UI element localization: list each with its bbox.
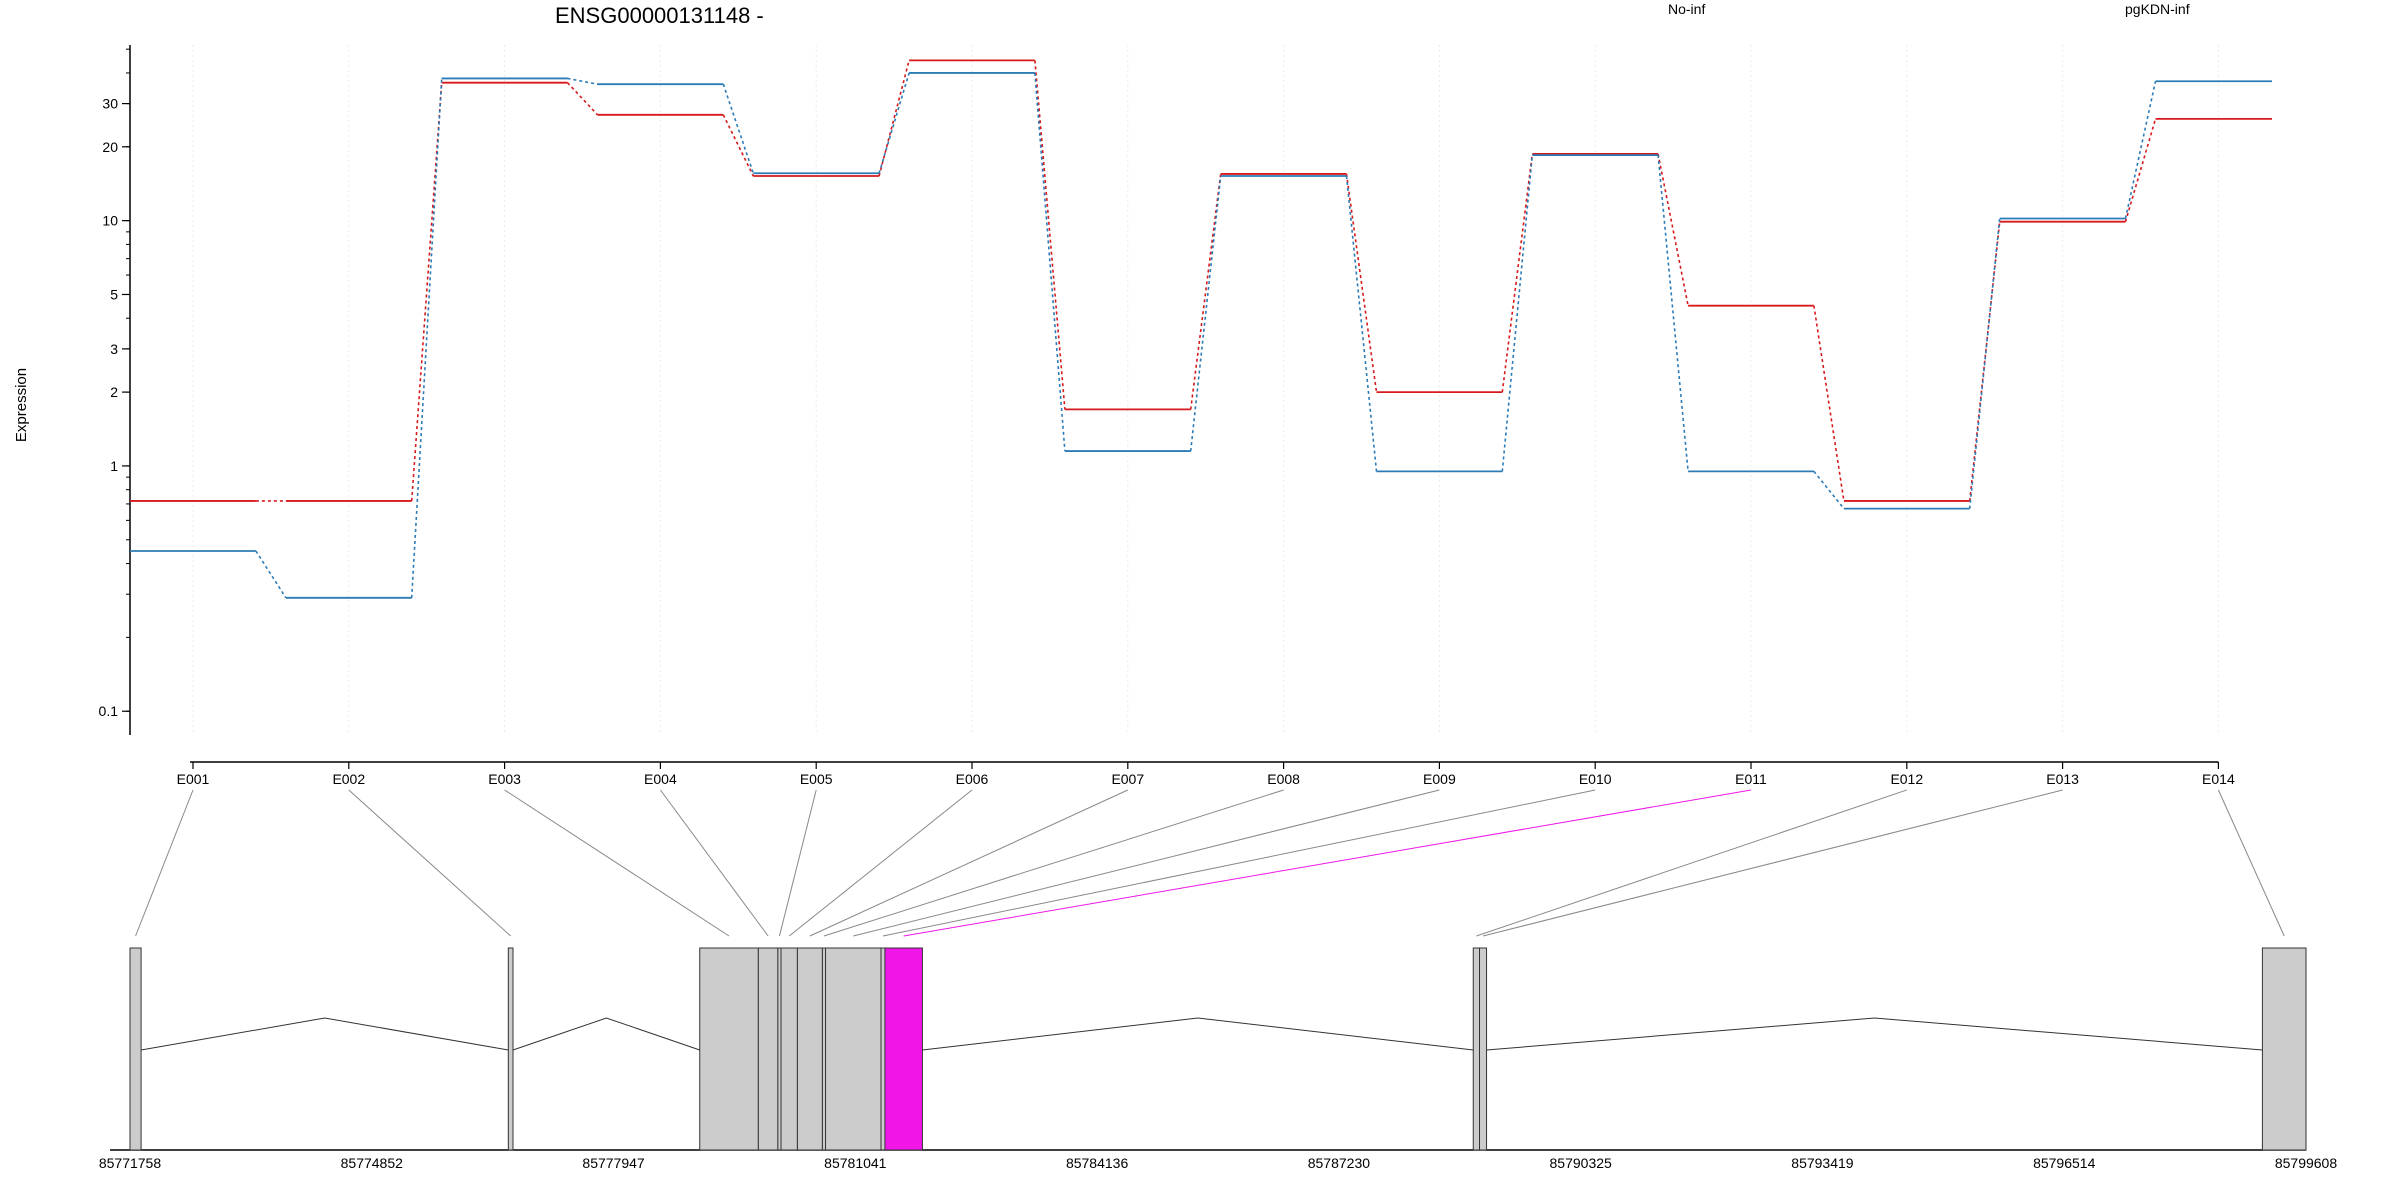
series-no-inf-connector (1345, 173, 1378, 393)
series-no-inf-connector (722, 114, 755, 177)
connector-e003 (504, 789, 730, 937)
intron (141, 1017, 509, 1051)
legend-pgkdn-inf: pgKDN-inf (2125, 1, 2190, 17)
exon-label-e013: E013 (2046, 771, 2079, 787)
series-no-inf-connector (1189, 173, 1222, 410)
exon-label-e007: E007 (1111, 771, 1144, 787)
exon-e010 (880, 947, 886, 1151)
series-pgkdn-inf-connector (1034, 72, 1066, 452)
y-tick-label: 10 (102, 213, 118, 229)
coordinate-label: 85781041 (824, 1155, 887, 1171)
connector-e002 (348, 789, 511, 937)
series-no-inf-connector (1034, 60, 1066, 410)
exon-label-e003: E003 (488, 771, 521, 787)
connector-e007 (809, 789, 1129, 937)
connector-e006 (788, 789, 973, 937)
exon-label-e009: E009 (1423, 771, 1456, 787)
series-pgkdn-inf-connector (2124, 81, 2157, 219)
series-no-inf-connector (1501, 153, 1534, 393)
y-tick-label: 2 (110, 384, 118, 400)
exon-label-e006: E006 (956, 771, 989, 787)
y-tick-label: 3 (110, 341, 118, 357)
connector-e013 (1482, 789, 2063, 937)
exon-connectors (135, 789, 2285, 937)
exon-e003 (699, 947, 759, 1151)
coordinate-label: 85777947 (582, 1155, 645, 1171)
series-pgkdn-inf-connector (722, 83, 755, 174)
exon-e011 (884, 947, 923, 1151)
exon-e014 (2261, 947, 2307, 1151)
exon-e013 (1479, 947, 1488, 1151)
coordinate-label: 85787230 (1308, 1155, 1371, 1171)
intron (1486, 1017, 2263, 1051)
exon-e004 (757, 947, 779, 1151)
connector-e005 (778, 789, 817, 937)
connector-e010 (882, 789, 1596, 937)
exon-e012 (1472, 947, 1481, 1151)
connector-e001 (135, 789, 194, 937)
series-lines (130, 59, 2272, 599)
exon-label-e012: E012 (1890, 771, 1923, 787)
exon-e002 (507, 947, 514, 1151)
intron (922, 1017, 1474, 1051)
exon-label-e001: E001 (177, 771, 210, 787)
connector-e009 (853, 789, 1440, 937)
y-tick-label: 5 (110, 286, 118, 302)
coordinate-label: 85796514 (2033, 1155, 2096, 1171)
exon-label-e004: E004 (644, 771, 677, 787)
coordinate-label: 85790325 (1550, 1155, 1613, 1171)
connector-e004 (659, 789, 769, 937)
exon-e009 (825, 947, 882, 1151)
exon-label-e010: E010 (1579, 771, 1612, 787)
series-pgkdn-inf-connector (1189, 175, 1222, 452)
exon-label-e011: E011 (1735, 771, 1767, 787)
connector-e014 (2217, 789, 2285, 937)
exon-label-e008: E008 (1267, 771, 1300, 787)
exon-label-e002: E002 (332, 771, 365, 787)
gene-model: 85771758 85774852 85777947 85781041 85784136… (99, 947, 2338, 1171)
connector-e011 (903, 789, 1752, 937)
series-pgkdn-inf-connector (1501, 155, 1534, 472)
series-pgkdn-inf-connector (255, 550, 287, 599)
series-no-inf-connector (410, 82, 443, 501)
connector-e008 (823, 789, 1284, 937)
axes: 0.1 1 2 3 5 10 20 30 E001 E002 E003 E004 E005 E006 E00… (99, 45, 2235, 787)
series-pgkdn-inf-connector (410, 78, 443, 598)
coordinate-label: 85784136 (1066, 1155, 1129, 1171)
y-tick-label: 30 (102, 96, 118, 112)
exon-e001 (129, 947, 142, 1151)
coordinate-label: 85793419 (1791, 1155, 1854, 1171)
intron (512, 1017, 700, 1051)
series-pgkdn-inf-connector (1345, 175, 1378, 472)
y-tick-label: 1 (110, 458, 118, 474)
series-no-inf-connector (2124, 118, 2157, 222)
exon-label-e005: E005 (800, 771, 833, 787)
chart-title: ENSG00000131148 - (555, 3, 764, 28)
series-no-inf-connector (1657, 153, 1689, 306)
legend-no-inf: No-inf (1668, 1, 1705, 17)
exon-e006 (780, 947, 798, 1151)
exon-label-e014: E014 (2202, 771, 2235, 787)
series-no-inf-connector (1813, 305, 1845, 502)
y-tick-label: 20 (102, 139, 118, 155)
y-axis-label: Expression (13, 368, 30, 442)
series-no-inf-connector (878, 60, 910, 177)
series-pgkdn-inf-connector (1657, 155, 1689, 472)
y-tick-label: 0.1 (99, 703, 119, 719)
series-pgkdn-inf-connector (1968, 218, 2001, 509)
connector-e012 (1476, 789, 1907, 937)
exon-e007 (796, 947, 823, 1151)
series-pgkdn-inf-connector (567, 77, 598, 85)
grid (192, 45, 2219, 735)
series-no-inf-connector (566, 82, 599, 116)
coordinate-label: 85774852 (341, 1155, 404, 1171)
series-pgkdn-inf-connector (1813, 470, 1845, 510)
coordinate-label: 85771758 (99, 1155, 162, 1171)
coordinate-label: 85799608 (2275, 1155, 2338, 1171)
